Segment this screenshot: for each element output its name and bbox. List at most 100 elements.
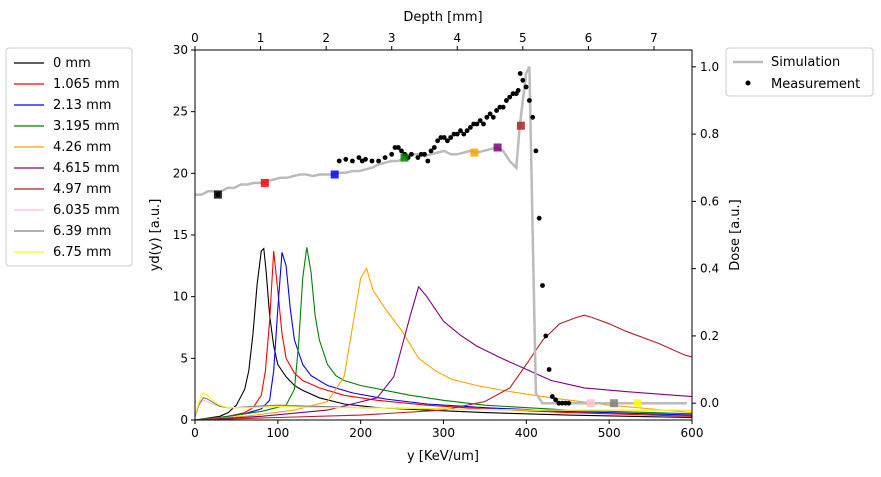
y-tick-label-left: 0 [180, 413, 188, 427]
measurement-point [445, 138, 450, 144]
x-tick-label-bottom: 300 [432, 426, 455, 440]
measurement-point [389, 151, 395, 157]
measurement-point [494, 108, 499, 113]
y-tick-label-right: 0.4 [700, 262, 719, 276]
measurement-point [454, 131, 460, 137]
y-tick-label-left: 20 [173, 166, 188, 180]
legend-label: 2.13 mm [53, 98, 111, 113]
x-tick-label-top: 5 [519, 31, 527, 45]
spectrum-line-4-26-mm [195, 266, 692, 420]
x-tick-label-bottom: 200 [349, 426, 372, 440]
measurement-point [431, 145, 437, 150]
measurement-point [507, 94, 513, 100]
y-tick-label-right: 1.0 [700, 60, 719, 74]
depth-marker [213, 190, 222, 199]
measurement-point [422, 151, 427, 157]
measurement-point [481, 121, 486, 127]
measurement-point [418, 151, 424, 157]
measurement-point [517, 71, 523, 76]
y-tick-label-right: 0.2 [700, 329, 719, 343]
legend-spectra: 0 mm 1.065 mm 2.13 mm 3.195 mm 4.26 mm 4.615 … [5, 47, 133, 267]
measurement-point [536, 215, 542, 221]
y-tick-label-right: 0.8 [700, 127, 719, 141]
measurement-point [520, 77, 526, 83]
measurement-point [497, 104, 503, 110]
measurement-point [343, 156, 349, 162]
measurement-point [484, 114, 490, 120]
spectrum-line-3-195-mm [195, 247, 692, 420]
measurement-point [415, 155, 421, 161]
x-tick-label-bottom: 600 [681, 426, 704, 440]
x-tick-label-top: 6 [585, 31, 593, 45]
y-tick-label-left: 5 [180, 351, 188, 365]
spectrum-line-0-mm [195, 247, 692, 420]
depth-marker [260, 178, 269, 187]
measurement-point [409, 151, 414, 157]
legend-label: 6.39 mm [53, 224, 111, 239]
x-tick-label-bottom: 500 [598, 426, 621, 440]
x-axis-label-top: Depth [mm] [403, 10, 482, 25]
measurement-point [546, 367, 552, 372]
depth-marker [493, 143, 502, 152]
measurement-point [425, 158, 431, 164]
measurement-point [441, 135, 447, 140]
legend-label: 3.195 mm [53, 119, 120, 134]
legend-label: 1.065 mm [53, 77, 120, 92]
legend-label: 6.75 mm [53, 245, 111, 260]
legend-label: 6.035 mm [53, 203, 120, 218]
legend-spectra-frame [5, 47, 133, 267]
x-tick-label-top: 7 [650, 31, 658, 45]
plot-frame [194, 49, 693, 421]
spectrum-line-4-97-mm [195, 314, 692, 420]
legend-label: 4.615 mm [53, 161, 120, 176]
depth-marker [633, 399, 642, 408]
measurement-point [474, 121, 480, 127]
depth-marker [610, 399, 618, 408]
depth-marker [330, 170, 339, 179]
x-tick-label-top: 2 [322, 31, 330, 45]
measurement-point [500, 104, 506, 110]
measurement-point [527, 98, 532, 103]
measurement-point [559, 400, 565, 406]
measurement-point [540, 283, 545, 288]
y-axis-label-right: Dose [a.u.] [728, 199, 743, 270]
measurement-point [438, 135, 444, 140]
measurement-point [356, 155, 362, 161]
y-tick-label-left: 25 [173, 105, 188, 119]
x-tick-label-top: 4 [453, 31, 461, 45]
legend-label-simulation: Simulation [771, 55, 840, 70]
measurement-point [490, 114, 496, 120]
x-tick-label-bottom: 100 [266, 426, 289, 440]
legend-label: 0 mm [53, 56, 91, 71]
depth-marker [470, 148, 479, 157]
x-tick-label-bottom: 400 [515, 426, 538, 440]
measurement-point [350, 158, 355, 164]
measurement-point [553, 397, 558, 403]
measurement-point [464, 128, 470, 134]
spectra-layer [195, 247, 692, 420]
depth-marker [586, 399, 595, 408]
measurement-point [533, 148, 539, 154]
depth-marker [400, 153, 409, 162]
measurement-point [543, 333, 549, 339]
measurement-point [369, 158, 375, 164]
measurement-point [566, 400, 572, 406]
y-tick-label-right: 0.6 [700, 194, 719, 208]
legend-label: 4.97 mm [53, 182, 111, 197]
legend-dose: Simulation Measurement [725, 47, 874, 97]
measurement-point [382, 155, 388, 161]
measurement-point [399, 148, 404, 154]
measurement-point [549, 394, 555, 399]
spectrum-line-4-615-mm [195, 285, 692, 420]
y-tick-label-left: 30 [173, 43, 188, 57]
measurement-point [376, 158, 381, 164]
measurement-point [510, 91, 516, 97]
measurement-point [556, 400, 562, 406]
legend-label-measurement: Measurement [771, 77, 860, 92]
spectrum-line-2-13-mm [195, 252, 692, 420]
measurement-point [468, 125, 473, 130]
x-axis-label-bottom: y [KeV/um] [407, 449, 479, 464]
measurement-point [530, 114, 536, 120]
